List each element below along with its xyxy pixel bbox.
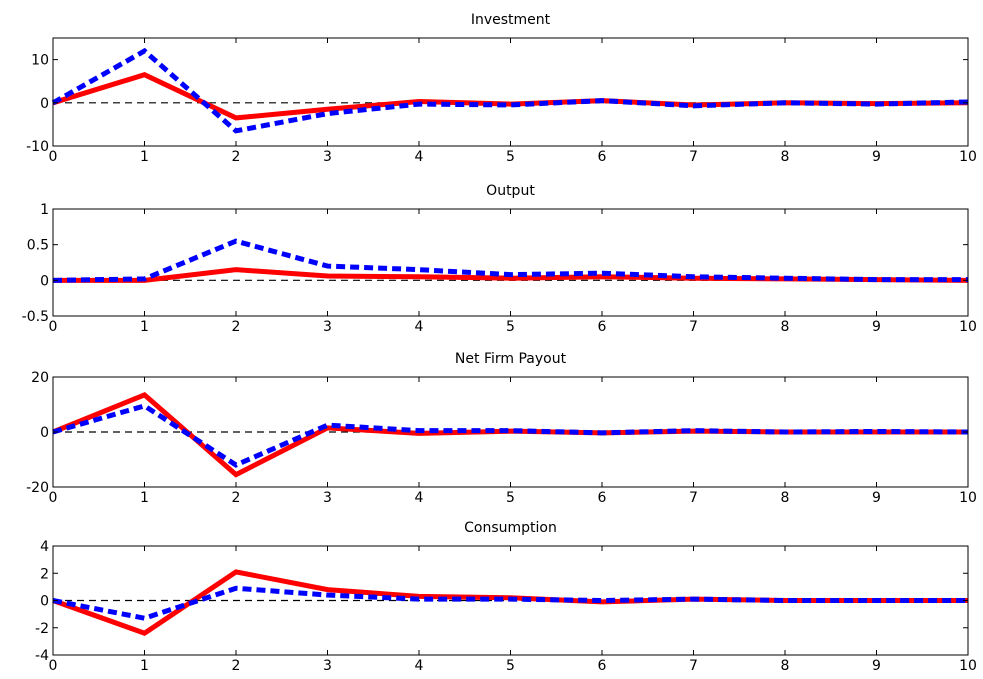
x-tick-label: 7 [689,490,698,506]
x-tick-label: 0 [49,490,58,506]
y-tick-label: 0 [40,594,49,610]
x-tick-label: 7 [689,658,698,674]
x-tick-label: 3 [323,658,332,674]
y-tick-label: 2 [40,566,49,582]
x-tick-label: 4 [415,658,424,674]
y-tick-label: -2 [35,621,49,637]
y-tick-label: -4 [35,648,49,664]
x-tick-label: 8 [781,490,790,506]
x-tick-label: 5 [506,658,515,674]
x-tick-label: 4 [415,149,424,165]
x-tick-label: 5 [506,490,515,506]
y-tick-label: 0 [40,96,49,112]
series-line [52,391,968,478]
x-tick-label: 9 [872,319,881,335]
x-tick-label: 3 [323,490,332,506]
x-tick-label: 10 [959,490,977,506]
x-tick-label: 8 [781,658,790,674]
y-tick-label: 4 [40,539,49,555]
x-tick-label: 5 [506,149,515,165]
x-tick-label: 3 [323,319,332,335]
x-tick-label: 6 [598,319,607,335]
x-tick-label: 9 [872,149,881,165]
y-tick-label: 1 [40,202,49,218]
y-tick-label: 10 [31,53,49,69]
x-tick-label: 3 [323,149,332,165]
x-tick-label: 0 [49,149,58,165]
y-tick-label: 20 [31,370,49,386]
series-line [52,403,969,468]
x-tick-label: 10 [959,319,977,335]
x-tick-label: 2 [232,319,241,335]
subplot-title: Output [486,183,535,199]
x-tick-label: 6 [598,658,607,674]
x-tick-label: 8 [781,319,790,335]
plot-frame [52,37,969,147]
x-tick-label: 0 [49,319,58,335]
x-tick-label: 2 [232,490,241,506]
y-tick-label: 0 [40,273,49,289]
series-line [52,238,968,283]
series-line [52,72,969,121]
x-tick-label: 6 [598,490,607,506]
y-tick-label: -10 [26,139,49,155]
x-tick-label: 10 [959,658,977,674]
x-tick-label: 7 [689,149,698,165]
subplot-title: Net Firm Payout [455,351,567,367]
y-tick-label: 0.5 [27,238,49,254]
y-tick-label: -20 [26,480,49,496]
series-line [51,47,969,134]
x-tick-label: 10 [959,149,977,165]
series-line [52,585,968,621]
x-tick-label: 1 [140,490,149,506]
x-tick-label: 7 [689,319,698,335]
y-tick-label: 0 [40,425,49,441]
subplot-title: Investment [471,12,551,28]
x-tick-label: 1 [140,658,149,674]
x-tick-label: 5 [506,319,515,335]
x-tick-label: 1 [140,319,149,335]
x-tick-label: 9 [872,658,881,674]
x-tick-label: 6 [598,149,607,165]
x-tick-label: 9 [872,490,881,506]
subplot-title: Consumption [464,520,557,536]
x-tick-label: 8 [781,149,790,165]
x-tick-label: 0 [49,658,58,674]
x-tick-label: 2 [232,658,241,674]
x-tick-label: 2 [232,149,241,165]
x-tick-label: 4 [415,490,424,506]
y-tick-label: -0.5 [22,309,49,325]
x-tick-label: 1 [140,149,149,165]
x-tick-label: 4 [415,319,424,335]
